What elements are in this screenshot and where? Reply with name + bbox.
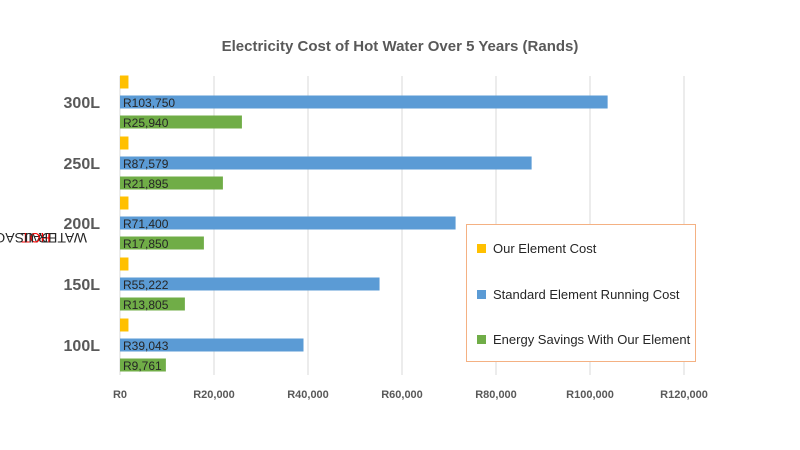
legend-item-standard-element: Standard Element Running Cost xyxy=(477,287,679,302)
bar-series2-100l xyxy=(120,358,166,372)
bar-series0-100l xyxy=(120,318,129,332)
bar-series0-300l xyxy=(120,75,129,89)
x-tick-label-3: R60,000 xyxy=(381,389,423,401)
bar-series2-200l xyxy=(120,236,204,250)
category-label-300l: 300L xyxy=(64,95,101,112)
bar-series1-250l xyxy=(120,156,532,170)
legend-label-standard-element: Standard Element Running Cost xyxy=(493,287,680,302)
data-label-series1-150l: R55,222 xyxy=(123,278,169,292)
bar-series1-100l xyxy=(120,338,304,352)
category-label-250l: 250L xyxy=(64,156,101,173)
bar-series2-250l xyxy=(120,176,223,190)
x-tick-label-5: R100,000 xyxy=(566,389,614,401)
data-label-series1-200l: R71,400 xyxy=(123,217,169,231)
data-label-series1-250l: R87,579 xyxy=(123,157,169,171)
data-label-series2-250l: R21,895 xyxy=(123,177,169,191)
data-label-series2-300l: R25,940 xyxy=(123,116,169,130)
x-tick-label-1: R20,000 xyxy=(193,389,235,401)
x-tick-label-2: R40,000 xyxy=(287,389,329,401)
chart-title: Electricity Cost of Hot Water Over 5 Yea… xyxy=(221,38,579,55)
bar-series1-200l xyxy=(120,216,456,230)
data-label-series2-150l: R13,805 xyxy=(123,298,169,312)
data-label-series2-200l: R17,850 xyxy=(123,237,169,251)
x-tick-label-0: R0 xyxy=(113,389,127,401)
data-label-series1-300l: R103,750 xyxy=(123,96,175,110)
bar-series0-150l xyxy=(120,257,129,271)
category-label-200l: 200L xyxy=(64,216,101,233)
legend-swatch-our-element xyxy=(477,244,486,253)
legend-swatch-standard-element xyxy=(477,290,486,299)
legend-item-energy-savings: Energy Savings With Our Element xyxy=(477,332,690,347)
bar-series1-150l xyxy=(120,277,380,291)
legend-swatch-energy-savings xyxy=(477,335,486,344)
bar-series2-150l xyxy=(120,297,185,311)
legend-label-our-element: Our Element Cost xyxy=(493,241,597,256)
legend: Our Element Cost Standard Element Runnin… xyxy=(466,224,696,362)
bar-series2-300l xyxy=(120,115,242,129)
x-tick-label-4: R80,000 xyxy=(475,389,517,401)
bar-series0-250l xyxy=(120,136,129,150)
x-tick-label-6: R120,000 xyxy=(660,389,708,401)
bar-series1-300l xyxy=(120,95,608,109)
category-label-150l: 150L xyxy=(64,277,101,294)
category-label-100l: 100L xyxy=(64,338,101,355)
data-label-series2-100l: R9,761 xyxy=(123,359,162,373)
legend-label-energy-savings: Energy Savings With Our Element xyxy=(493,332,691,347)
data-label-series1-100l: R39,043 xyxy=(123,339,169,353)
bar-series0-200l xyxy=(120,196,129,210)
legend-item-our-element: Our Element Cost xyxy=(477,241,596,256)
